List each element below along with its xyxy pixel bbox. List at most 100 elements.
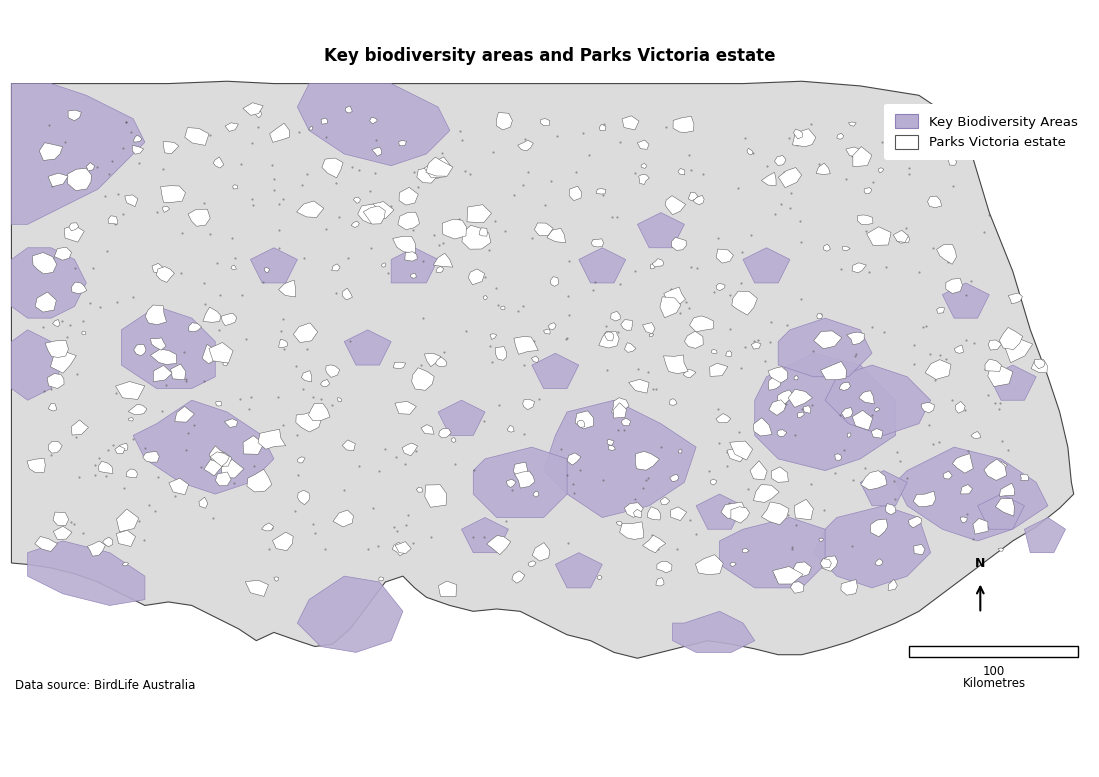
Polygon shape (696, 555, 723, 575)
Polygon shape (813, 506, 931, 588)
Polygon shape (750, 461, 767, 480)
Polygon shape (897, 234, 910, 243)
Polygon shape (247, 469, 271, 492)
Polygon shape (462, 225, 491, 249)
Polygon shape (134, 344, 146, 356)
Polygon shape (989, 365, 1036, 400)
Polygon shape (189, 322, 201, 332)
Polygon shape (119, 443, 127, 451)
Polygon shape (970, 431, 980, 438)
Polygon shape (467, 204, 491, 223)
Polygon shape (842, 407, 853, 418)
Polygon shape (392, 542, 404, 556)
Polygon shape (754, 485, 779, 503)
Polygon shape (202, 344, 222, 364)
Polygon shape (720, 517, 825, 588)
Polygon shape (771, 467, 788, 483)
Polygon shape (48, 173, 68, 186)
Polygon shape (11, 248, 86, 318)
Polygon shape (40, 143, 63, 160)
Polygon shape (134, 135, 142, 142)
Polygon shape (551, 277, 558, 286)
Polygon shape (99, 462, 113, 473)
Polygon shape (442, 219, 466, 239)
Polygon shape (793, 375, 798, 380)
Polygon shape (115, 382, 145, 399)
Polygon shape (864, 188, 872, 193)
Polygon shape (612, 398, 629, 415)
Polygon shape (433, 253, 453, 267)
Polygon shape (874, 408, 879, 412)
Polygon shape (47, 374, 64, 388)
Polygon shape (731, 507, 750, 523)
Polygon shape (298, 576, 403, 653)
Polygon shape (143, 451, 159, 462)
Polygon shape (611, 312, 620, 321)
Polygon shape (153, 365, 173, 382)
Polygon shape (942, 283, 989, 318)
Polygon shape (777, 430, 787, 437)
Polygon shape (321, 379, 330, 387)
Polygon shape (790, 582, 804, 594)
Polygon shape (399, 187, 419, 205)
Polygon shape (48, 403, 57, 411)
Polygon shape (514, 336, 539, 354)
Polygon shape (575, 411, 593, 429)
Polygon shape (512, 571, 525, 584)
Bar (909, 646, 1078, 657)
Polygon shape (622, 116, 639, 130)
Polygon shape (635, 451, 659, 470)
Polygon shape (777, 390, 793, 405)
Polygon shape (1020, 474, 1029, 481)
Polygon shape (673, 611, 755, 653)
Polygon shape (977, 494, 1024, 529)
Polygon shape (215, 401, 222, 406)
Polygon shape (116, 530, 135, 546)
Polygon shape (1008, 293, 1022, 304)
Polygon shape (657, 562, 671, 573)
Polygon shape (156, 267, 175, 282)
Polygon shape (32, 253, 57, 274)
Polygon shape (768, 367, 788, 383)
Polygon shape (617, 521, 622, 525)
Polygon shape (87, 162, 95, 171)
Polygon shape (591, 239, 603, 247)
Polygon shape (664, 287, 686, 304)
Polygon shape (435, 357, 447, 367)
Polygon shape (762, 502, 789, 524)
Polygon shape (126, 469, 137, 478)
Polygon shape (325, 365, 340, 378)
Polygon shape (122, 306, 215, 388)
Polygon shape (913, 491, 935, 507)
Polygon shape (11, 330, 63, 400)
Polygon shape (936, 308, 944, 313)
Polygon shape (392, 236, 415, 253)
Polygon shape (439, 581, 456, 597)
Polygon shape (988, 366, 1013, 386)
Polygon shape (262, 523, 274, 531)
Polygon shape (643, 322, 655, 334)
Polygon shape (245, 580, 268, 597)
Polygon shape (160, 186, 186, 202)
Polygon shape (541, 119, 550, 126)
Polygon shape (857, 215, 873, 225)
Polygon shape (840, 382, 851, 391)
Polygon shape (501, 306, 506, 310)
Polygon shape (231, 265, 236, 270)
Polygon shape (624, 343, 636, 352)
Polygon shape (825, 365, 931, 435)
Polygon shape (425, 485, 446, 507)
Polygon shape (298, 84, 449, 166)
Polygon shape (309, 403, 330, 421)
Polygon shape (842, 246, 851, 251)
Polygon shape (53, 319, 60, 326)
Polygon shape (417, 167, 436, 183)
Polygon shape (678, 169, 685, 175)
Polygon shape (532, 542, 550, 561)
Polygon shape (984, 459, 1007, 480)
Polygon shape (921, 402, 934, 413)
Polygon shape (439, 428, 452, 438)
Polygon shape (145, 305, 167, 325)
Polygon shape (528, 561, 536, 566)
Polygon shape (421, 425, 434, 434)
